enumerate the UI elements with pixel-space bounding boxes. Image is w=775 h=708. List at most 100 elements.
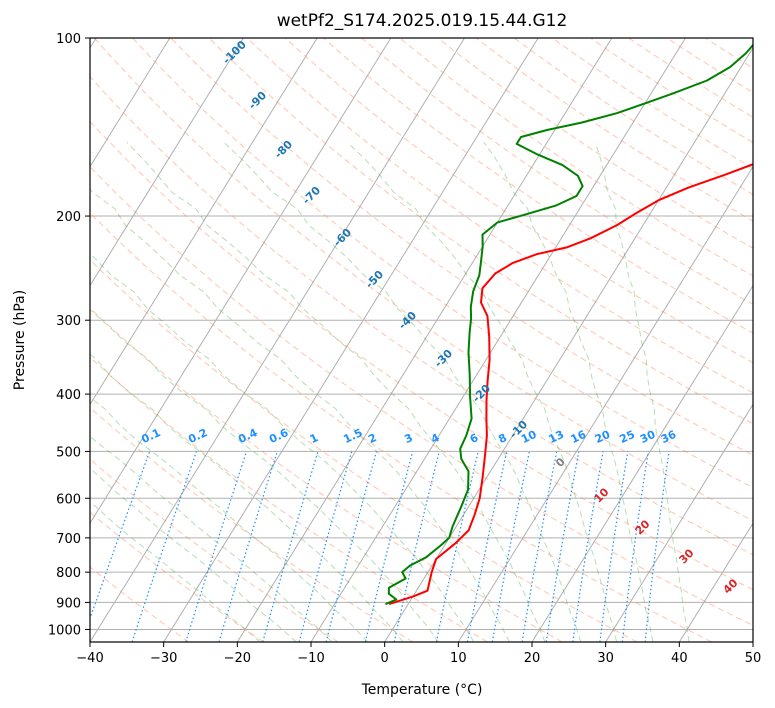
moist-adiabat-line xyxy=(90,396,369,642)
mixing-ratio-line xyxy=(262,451,319,642)
x-tick-label: 40 xyxy=(671,651,688,666)
x-tick-label: −20 xyxy=(224,651,251,666)
grid-layer xyxy=(90,38,753,642)
moist-adiabat-line xyxy=(90,252,475,642)
mixing-ratio-label: 6 xyxy=(468,431,481,446)
mixing-ratio-line xyxy=(466,451,508,642)
y-tick-label: 600 xyxy=(56,492,81,507)
dry-adiabat-line xyxy=(90,76,753,556)
mixing-ratio-line xyxy=(599,451,629,642)
x-tick-label: 20 xyxy=(524,651,541,666)
mixing-ratio-line xyxy=(435,451,479,642)
mixing-ratio-label: 36 xyxy=(659,428,679,446)
dry-adiabat-line xyxy=(90,566,190,642)
dry-adiabat-line xyxy=(90,458,339,642)
isotherm-gridline xyxy=(90,38,318,406)
x-tick-label: 0 xyxy=(381,651,389,666)
x-tick-label: 50 xyxy=(745,651,762,666)
moist-adiabat-line xyxy=(223,141,582,642)
y-tick-label: 1000 xyxy=(48,623,81,638)
dry-adiabat-line xyxy=(90,120,753,591)
moist-adiabat-line xyxy=(90,435,333,642)
isotherm-gridline xyxy=(163,38,539,642)
dry-adiabat-line xyxy=(323,38,753,334)
isotherm-gridline xyxy=(90,38,171,168)
mixing-ratio-layer xyxy=(90,451,670,642)
y-tick-label: 900 xyxy=(56,596,81,611)
series-layer xyxy=(385,43,753,605)
moist-adiabat-line xyxy=(483,141,654,642)
isotherm-gridline xyxy=(531,284,753,642)
dry-adiabat-label: -70 xyxy=(300,184,323,207)
y-tick-label: 700 xyxy=(56,532,81,547)
x-tick-label: 30 xyxy=(597,651,614,666)
dry-adiabat-line xyxy=(90,259,638,642)
x-axis-label: Temperature (°C) xyxy=(361,682,483,698)
moist-adiabats-layer xyxy=(90,141,690,642)
mixing-ratio-label: 3 xyxy=(402,431,414,446)
isotherm-gridline xyxy=(605,403,753,642)
moist-adiabat-line xyxy=(90,501,261,642)
annotation-label-layer: 0.1 0.2 0.4 0.6 1 1.5 2 3 4 6 8 10 13 16 20 25 30 36-100-… xyxy=(139,38,740,597)
isotherm-gridline xyxy=(90,38,392,525)
mixing-ratio-line xyxy=(131,451,198,642)
dry-adiabat-line xyxy=(90,511,264,642)
moist-adiabat-line xyxy=(594,142,690,642)
isotherm-gridline xyxy=(752,641,753,642)
dry-adiabat-line xyxy=(94,38,753,522)
moist-adiabat-line xyxy=(90,467,297,642)
dry-adiabat-label: 40 xyxy=(721,576,741,596)
isotherm-gridline xyxy=(457,165,753,642)
dry-adiabat-line xyxy=(90,212,712,642)
mixing-ratio-label: 13 xyxy=(547,428,566,446)
dry-adiabat-line xyxy=(475,38,753,222)
dry-adiabat-label: 30 xyxy=(677,546,697,566)
mixing-ratio-label: 0.1 xyxy=(139,426,162,446)
mixing-ratio-line xyxy=(90,451,151,621)
x-tick-label: 10 xyxy=(450,651,467,666)
mixing-ratio-label: 25 xyxy=(618,428,637,446)
mixing-ratio-line xyxy=(491,451,530,642)
y-tick-label: 300 xyxy=(56,314,81,329)
plot-frame xyxy=(89,37,754,643)
dry-adiabat-line xyxy=(246,38,753,394)
mixing-ratio-line xyxy=(298,451,353,642)
mixing-ratio-line xyxy=(325,451,378,642)
mixing-ratio-label: 0.4 xyxy=(236,426,259,446)
dry-adiabat-label: -40 xyxy=(396,309,419,332)
x-axis-ticks: −40 −30 −20 −10 0 10 20 30 40 50 xyxy=(76,642,761,666)
y-tick-label: 500 xyxy=(56,445,81,460)
dry-adiabat-line xyxy=(399,38,753,277)
mixing-ratio-label: 10 xyxy=(519,428,539,446)
dry-adiabat-line xyxy=(284,38,753,364)
mixing-ratio-line xyxy=(545,451,580,642)
dry-adiabat-line xyxy=(90,307,563,642)
mixing-ratio-line xyxy=(621,451,649,642)
x-tick-label: −40 xyxy=(76,651,103,666)
y-tick-label: 400 xyxy=(56,388,81,403)
dry-adiabats-layer xyxy=(90,38,753,642)
isotherm-gridline xyxy=(90,38,244,287)
dry-adiabat-label: -30 xyxy=(432,347,455,370)
isotherm-gridline xyxy=(384,46,753,642)
isotherm-gridline xyxy=(236,38,613,642)
dry-adiabat-line xyxy=(361,38,753,305)
mixing-ratio-label: 0.2 xyxy=(186,426,209,446)
moist-adiabat-line xyxy=(90,188,510,642)
dry-adiabat-line xyxy=(552,38,753,169)
dry-adiabat-line xyxy=(132,38,753,489)
mixing-ratio-line xyxy=(521,451,558,642)
mixing-ratio-line xyxy=(393,451,440,642)
temperature-profile-line xyxy=(388,163,753,605)
dry-adiabat-label: -80 xyxy=(272,138,295,161)
moist-adiabat-line xyxy=(346,141,618,642)
mixing-ratio-line xyxy=(185,451,248,642)
y-tick-label: 100 xyxy=(56,32,81,47)
dry-adiabat-label: -90 xyxy=(246,89,269,112)
dewpoint-profile-line xyxy=(385,43,753,605)
isotherm-gridline xyxy=(310,38,686,642)
isotherm-gridline xyxy=(90,38,465,642)
dry-adiabat-line xyxy=(704,38,753,69)
mixing-ratio-label: 1 xyxy=(308,431,320,446)
